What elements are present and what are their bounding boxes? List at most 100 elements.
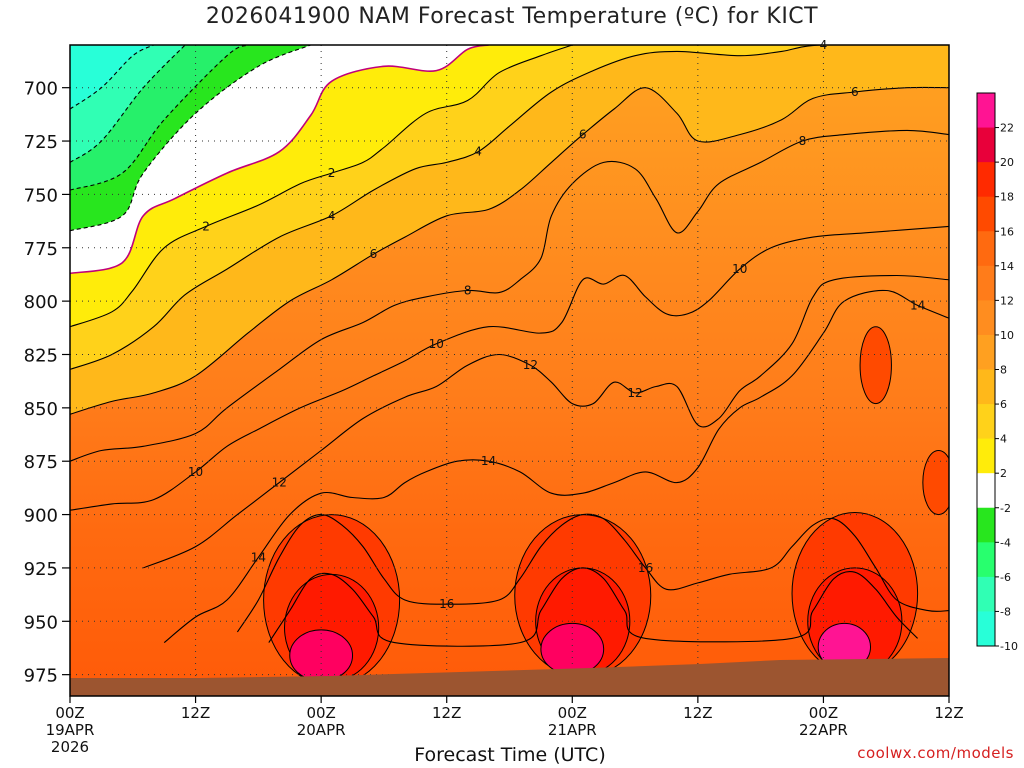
isotherm--6 <box>70 45 186 163</box>
plot-frame <box>69 44 950 697</box>
colorbar-label-18: 18 <box>1000 191 1014 204</box>
colorbar-swatch-13 <box>977 542 995 578</box>
contour-label-text: 4 <box>474 145 482 159</box>
x-tick-label-84-0: 12Z <box>934 704 963 722</box>
y-axis: 700 725 750 775 800 825 850 875 900 925 950 975 <box>24 79 70 687</box>
colorbar-swatch-7 <box>977 334 995 370</box>
contour-label-text: 8 <box>464 283 472 297</box>
credit-link[interactable]: coolwx.com/models <box>857 744 1014 762</box>
colorbar-label-20: 20 <box>1000 156 1014 169</box>
contour-label-text: 14 <box>481 454 496 468</box>
isotherm-14 <box>163 289 949 644</box>
colorbar-legend: 22 20 18 16 14 12 10 8 6 4 2 -2 -4 -6 -8 -10 <box>976 92 1018 653</box>
contour-label-text: 6 <box>579 128 587 142</box>
warm-core-14-right <box>922 450 949 516</box>
contour-label-text: 12 <box>523 358 538 372</box>
contour-label-text: 12 <box>627 386 642 400</box>
contour-label-text: 6 <box>370 247 378 261</box>
isotherm-2 <box>70 45 573 328</box>
terrain-ground <box>70 658 949 696</box>
contour-label-2-1: 2 <box>328 166 336 180</box>
contour-label-text: 2 <box>202 219 210 233</box>
colorbar-swatch-15 <box>977 611 995 647</box>
contour-labels: 2 2 4 4 4 6 6 6 8 8 10 10 10 12 12 12 14 14 14 16 16 <box>188 38 925 611</box>
contour-label-8-1: 8 <box>799 134 807 148</box>
colorbar-label-22: 22 <box>1000 122 1014 135</box>
colorbar-label-10: 10 <box>1000 329 1014 342</box>
contour-label-text: 4 <box>328 209 336 223</box>
colorbar-swatch-3 <box>977 196 995 232</box>
colorbar-label-14: 14 <box>1000 260 1014 273</box>
isotherm-4 <box>70 45 949 370</box>
colorbar-label-4: 4 <box>1000 433 1007 446</box>
colorbar-label-6: 6 <box>1000 398 1007 411</box>
y-tick-label-900: 900 <box>24 506 58 527</box>
isotherm-12 <box>143 274 949 569</box>
contour-label-16-0: 16 <box>439 597 454 611</box>
contour-label-text: 10 <box>732 262 747 276</box>
y-tick-label-825: 825 <box>24 345 58 366</box>
warm-core-14-aloft <box>859 326 892 405</box>
contour-label-text: 8 <box>799 134 807 148</box>
y-tick-label-975: 975 <box>24 666 58 687</box>
colorbar-label--4: -4 <box>1000 536 1011 549</box>
contour-label-6-0: 6 <box>370 247 378 261</box>
contour-label-text: 14 <box>910 298 925 312</box>
y-tick-label-925: 925 <box>24 559 58 580</box>
contour-label-text: 12 <box>272 476 287 490</box>
isotherm-6 <box>70 86 949 415</box>
contour-label-10-1: 10 <box>429 337 444 351</box>
y-tick-label-800: 800 <box>24 292 58 313</box>
colorbar-swatch-11 <box>977 473 995 509</box>
x-tick-label-0-1: 19APR <box>46 721 95 739</box>
contour-label-text: 16 <box>638 561 653 575</box>
isotherm-10 <box>70 225 949 511</box>
x-tick-label-0-2: 2026 <box>51 738 89 756</box>
contour-label-text: 10 <box>429 337 444 351</box>
x-tick-label-24-0: 00Z <box>306 704 335 722</box>
y-tick-label-750: 750 <box>24 185 58 206</box>
isotherm-16 <box>236 513 949 633</box>
colorbar-label-2: 2 <box>1000 467 1007 480</box>
colorbar-swatch-10 <box>977 438 995 474</box>
isotherm--8 <box>70 45 154 110</box>
isotherm-0 <box>70 45 489 275</box>
contour-label-2-0: 2 <box>202 219 210 233</box>
contour-label-14-1: 14 <box>481 454 496 468</box>
x-tick-label-0-0: 00Z <box>55 704 84 722</box>
y-tick-label-875: 875 <box>24 452 58 473</box>
y-tick-label-775: 775 <box>24 239 58 260</box>
colorbar-swatch-0 <box>977 93 995 129</box>
contour-label-12-0: 12 <box>272 476 287 490</box>
contour-label-10-0: 10 <box>188 465 203 479</box>
contour-label-6-1: 6 <box>579 128 587 142</box>
isotherm-8 <box>70 129 949 462</box>
colorbar-label-16: 16 <box>1000 225 1014 238</box>
isotherm--2 <box>70 45 311 232</box>
x-tick-label-72-1: 22APR <box>799 721 848 739</box>
contour-label-6-2: 6 <box>851 85 859 99</box>
contour-label-text: 14 <box>251 550 266 564</box>
x-tick-label-12-0: 12Z <box>181 704 210 722</box>
y-tick-label-850: 850 <box>24 399 58 420</box>
x-tick-label-48-0: 00Z <box>558 704 587 722</box>
colorbar-label--6: -6 <box>1000 571 1011 584</box>
isotherm-18 <box>268 567 918 647</box>
colorbar-swatch-14 <box>977 576 995 612</box>
colorbar-label--10: -10 <box>1000 640 1018 653</box>
colorbar-label-8: 8 <box>1000 364 1007 377</box>
contour-label-10-2: 10 <box>732 262 747 276</box>
x-axis-label: Forecast Time (UTC) <box>414 744 606 766</box>
colorbar-swatch-2 <box>977 162 995 198</box>
y-tick-label-700: 700 <box>24 79 58 100</box>
colorbar-swatch-5 <box>977 265 995 301</box>
warm-core-22-day2 <box>540 622 605 676</box>
x-tick-label-72-0: 00Z <box>809 704 838 722</box>
contour-label-4-0: 4 <box>328 209 336 223</box>
warm-core-22-day1 <box>289 629 354 682</box>
colorbar-swatch-8 <box>977 369 995 405</box>
colorbar-swatch-9 <box>977 404 995 440</box>
x-tick-label-24-1: 20APR <box>297 721 346 739</box>
